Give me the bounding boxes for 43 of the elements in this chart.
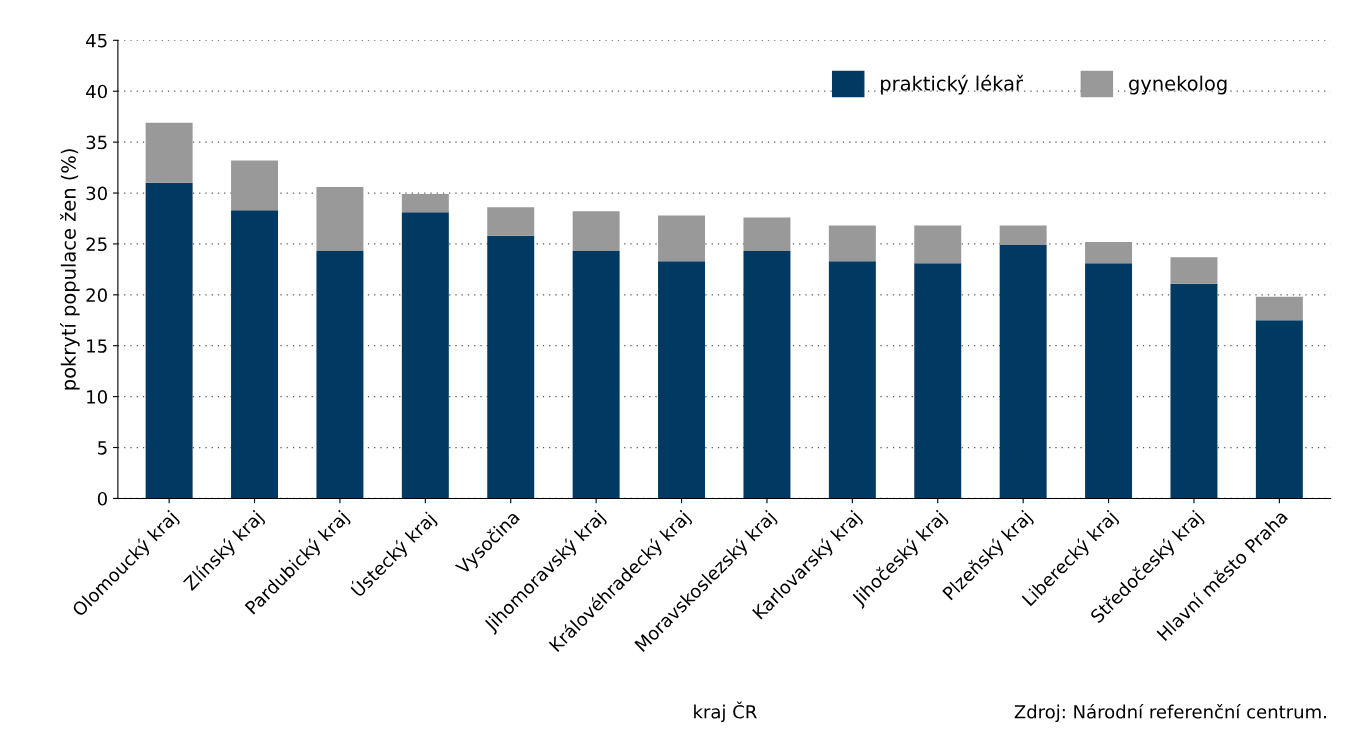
y-tick-label: 0 xyxy=(97,491,107,506)
bar xyxy=(316,186,364,252)
x-axis-title: kraj ČR xyxy=(694,701,757,723)
bar xyxy=(658,261,706,499)
bar xyxy=(999,225,1047,245)
legend-label: gynekolog xyxy=(1129,75,1227,95)
bar xyxy=(231,160,279,211)
bar xyxy=(1170,257,1218,284)
y-tick-label: 25 xyxy=(86,237,107,252)
bar xyxy=(401,194,449,213)
bar xyxy=(914,225,962,264)
bar xyxy=(658,215,706,262)
bar xyxy=(487,207,535,236)
bar xyxy=(1255,296,1303,321)
bar xyxy=(316,251,364,499)
bar xyxy=(828,261,876,499)
bar xyxy=(487,235,535,499)
y-tick-label: 5 xyxy=(98,441,107,455)
bar xyxy=(145,182,193,499)
bar xyxy=(145,122,193,183)
y-axis-title: pokrytí populace žen (%) xyxy=(60,149,80,390)
y-tick-label: 40 xyxy=(86,84,107,99)
y-tick-label: 10 xyxy=(87,390,107,404)
bar xyxy=(743,217,791,252)
y-tick-label: 45 xyxy=(86,34,107,48)
bar xyxy=(999,244,1047,499)
legend-label: praktický lékař xyxy=(881,74,1024,95)
y-tick-label: 15 xyxy=(87,339,107,353)
bar xyxy=(231,210,279,499)
bar xyxy=(1170,283,1218,499)
bar xyxy=(914,263,962,499)
bar xyxy=(1255,320,1303,499)
bar xyxy=(401,212,449,499)
bar xyxy=(1085,263,1133,499)
y-tick-label: 20 xyxy=(86,288,107,302)
y-tick-label: 35 xyxy=(86,135,107,150)
bar xyxy=(1085,241,1133,264)
y-tick-label: 30 xyxy=(86,186,107,201)
bar xyxy=(572,211,620,252)
text: Zdroj: Národní referenční centrum. xyxy=(1014,703,1326,723)
bar xyxy=(743,251,791,499)
bar xyxy=(572,251,620,499)
bar xyxy=(828,225,876,262)
